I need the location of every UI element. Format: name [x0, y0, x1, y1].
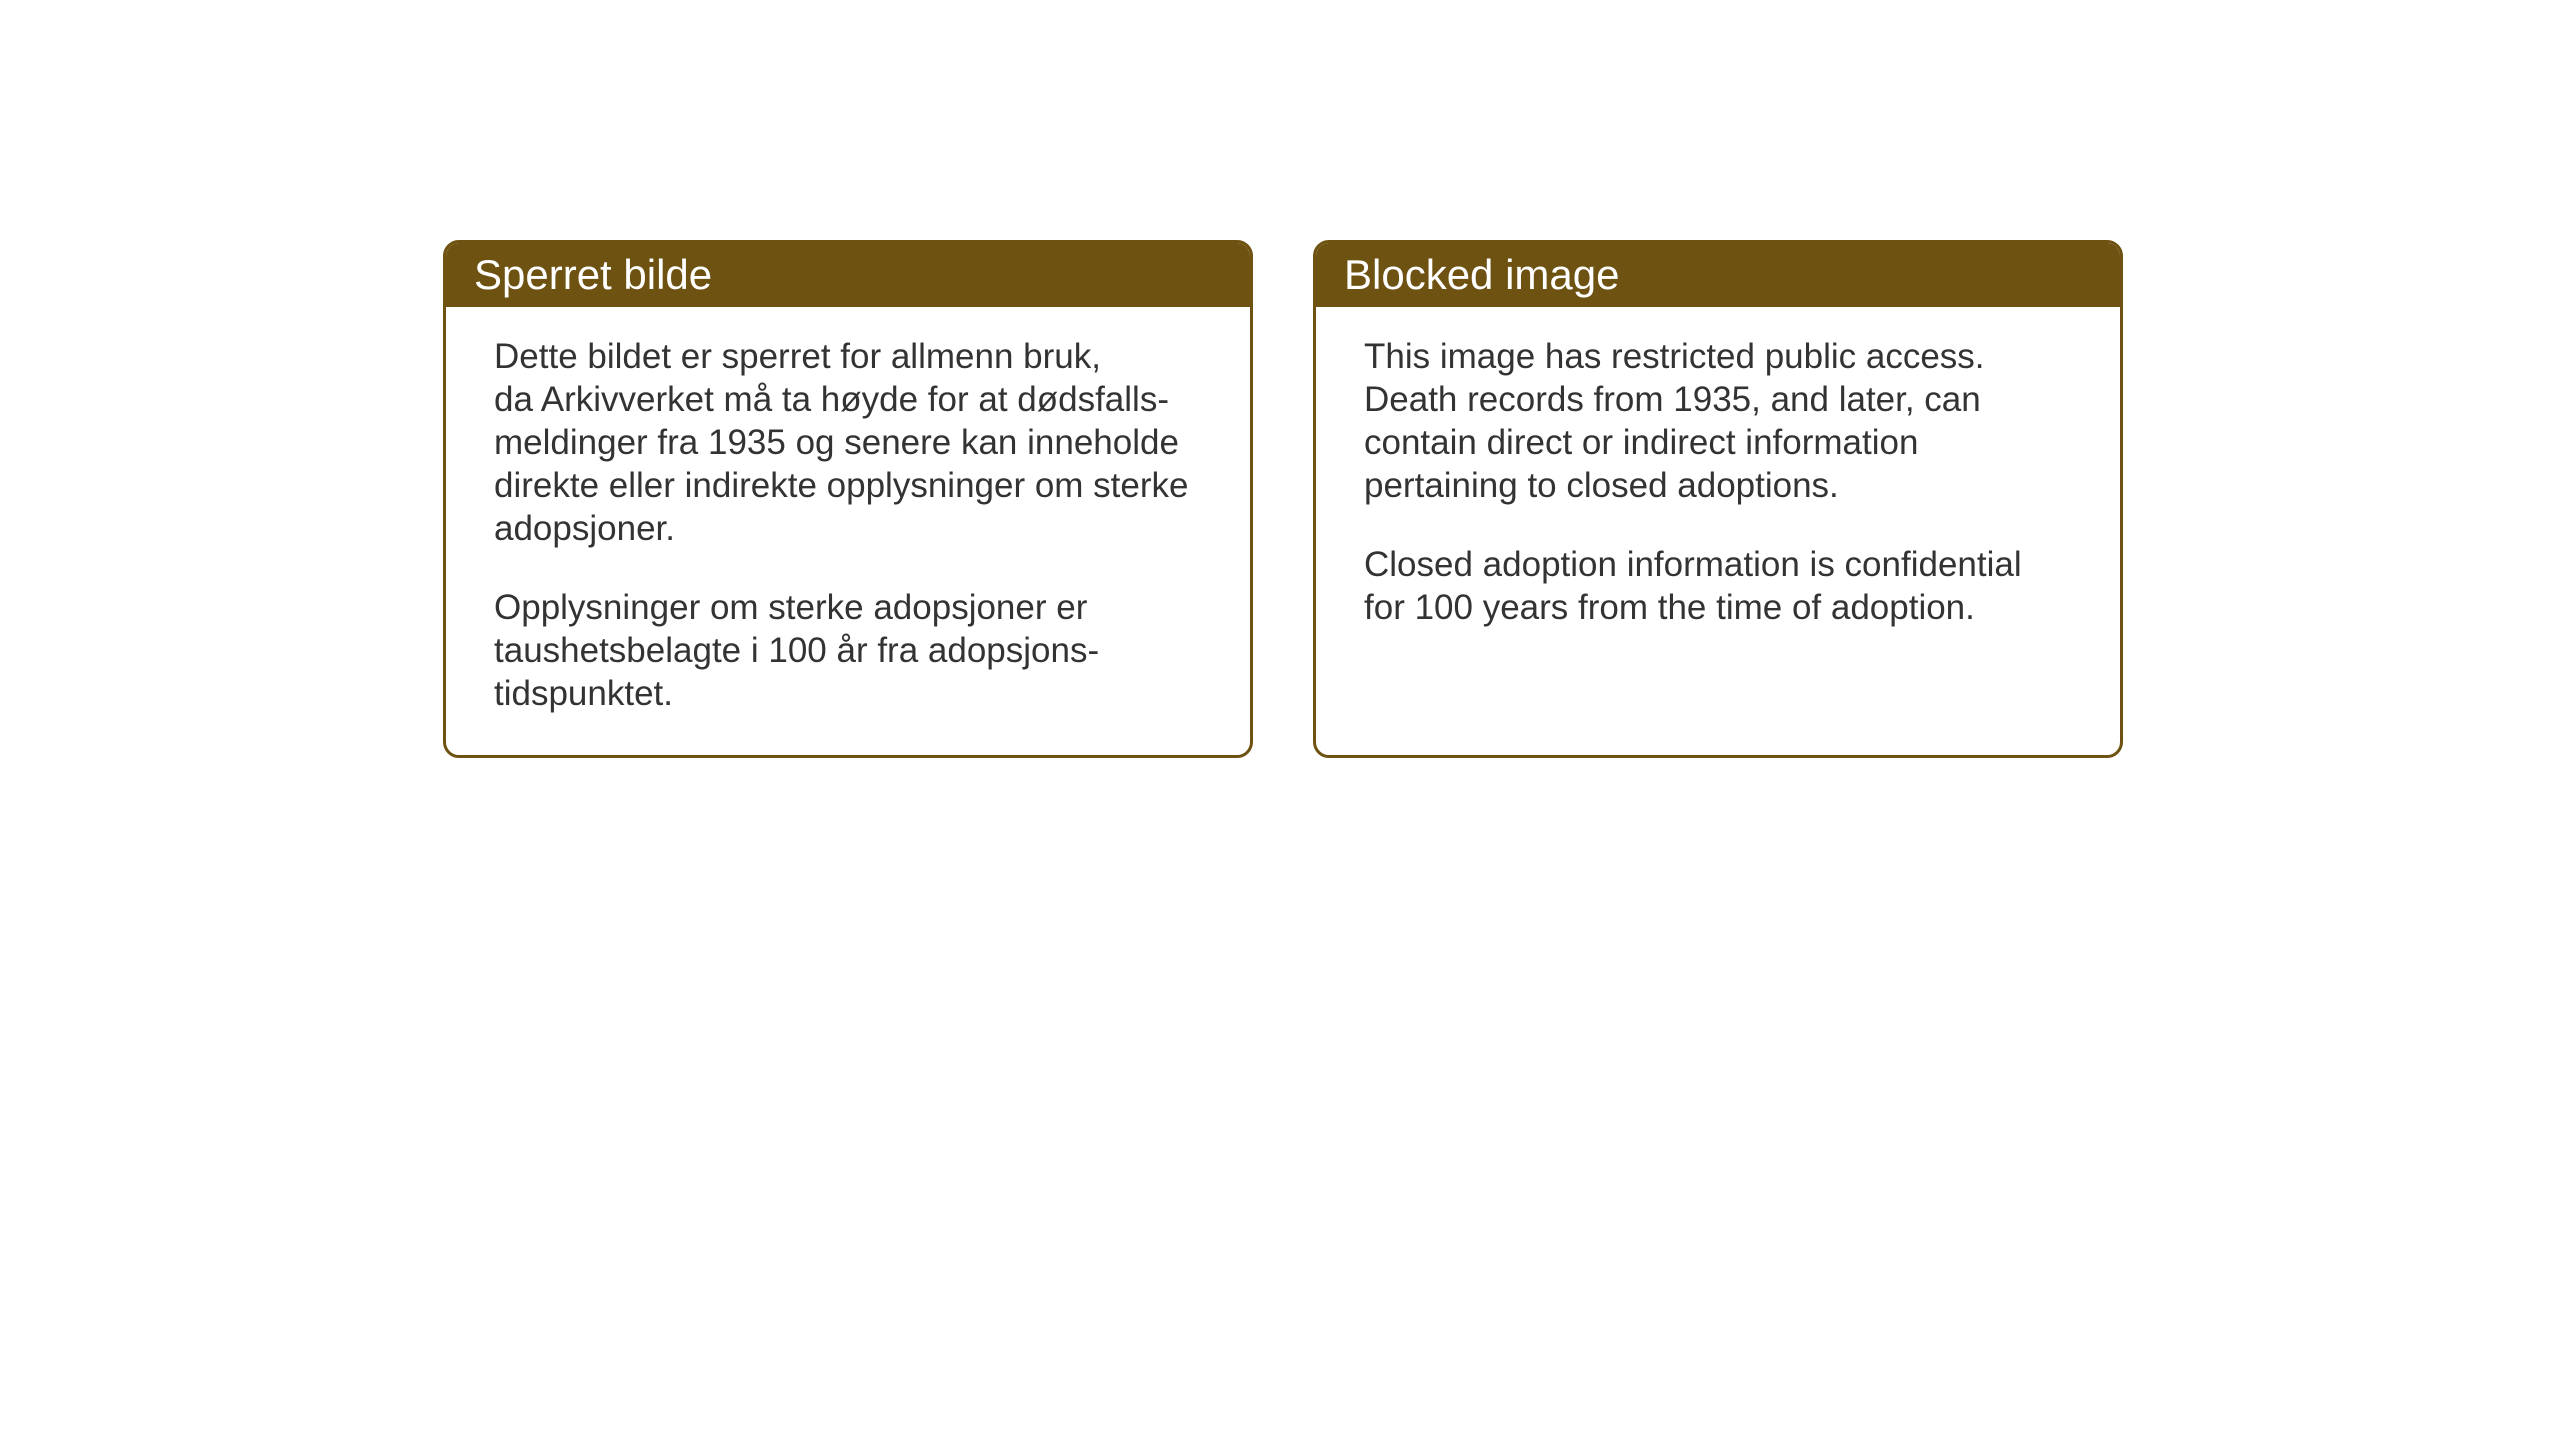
notice-text: tidspunktet. — [494, 674, 673, 713]
notice-text: contain direct or indirect information — [1364, 423, 1918, 462]
notice-text: Dette bildet er sperret for allmenn bruk… — [494, 337, 1101, 376]
notice-text: meldinger fra 1935 og senere kan innehol… — [494, 423, 1179, 462]
notice-paragraph-1-english: This image has restricted public access.… — [1364, 335, 2072, 507]
notice-paragraph-1-norwegian: Dette bildet er sperret for allmenn bruk… — [494, 335, 1202, 550]
notice-text: pertaining to closed adoptions. — [1364, 466, 1839, 505]
notice-text: Opplysninger om sterke adopsjoner er — [494, 588, 1087, 627]
notice-text: for 100 years from the time of adoption. — [1364, 588, 1975, 627]
notice-text: da Arkivverket må ta høyde for at dødsfa… — [494, 380, 1169, 419]
notice-text: This image has restricted public access. — [1364, 337, 1985, 376]
notice-title-norwegian: Sperret bilde — [446, 243, 1250, 307]
notice-body-english: This image has restricted public access.… — [1316, 307, 2120, 669]
notice-box-english: Blocked image This image has restricted … — [1313, 240, 2123, 758]
notice-text: direkte eller indirekte opplysninger om … — [494, 466, 1189, 505]
notice-title-english: Blocked image — [1316, 243, 2120, 307]
notice-box-norwegian: Sperret bilde Dette bildet er sperret fo… — [443, 240, 1253, 758]
notice-text: adopsjoner. — [494, 509, 675, 548]
notice-text: Closed adoption information is confident… — [1364, 545, 2022, 584]
notice-container: Sperret bilde Dette bildet er sperret fo… — [443, 240, 2123, 758]
notice-body-norwegian: Dette bildet er sperret for allmenn bruk… — [446, 307, 1250, 755]
notice-paragraph-2-english: Closed adoption information is confident… — [1364, 543, 2072, 629]
notice-text: taushetsbelagte i 100 år fra adopsjons- — [494, 631, 1099, 670]
notice-paragraph-2-norwegian: Opplysninger om sterke adopsjoner er tau… — [494, 586, 1202, 715]
notice-text: Death records from 1935, and later, can — [1364, 380, 1981, 419]
